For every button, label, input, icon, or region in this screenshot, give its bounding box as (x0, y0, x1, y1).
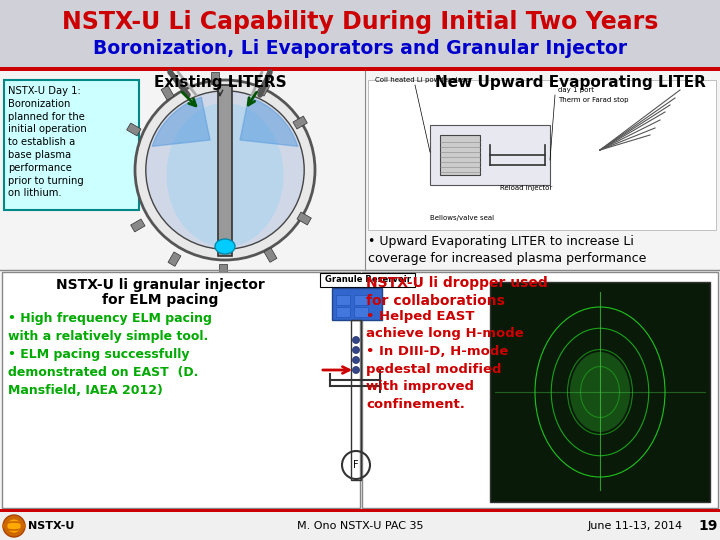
Text: 19: 19 (698, 519, 718, 533)
Bar (430, 125, 550, 185)
Text: NSTX-U Li Capability During Initial Two Years: NSTX-U Li Capability During Initial Two … (62, 10, 658, 34)
Text: Reload injector: Reload injector (500, 185, 552, 191)
Bar (440, 135, 480, 175)
Text: NSTX-U li granular injector: NSTX-U li granular injector (55, 278, 264, 292)
Bar (219, 264, 227, 276)
Bar (293, 116, 307, 129)
Circle shape (7, 519, 21, 533)
Text: M. Ono NSTX-U PAC 35: M. Ono NSTX-U PAC 35 (297, 521, 423, 531)
Text: • Upward Evaporating LITER to increase Li
coverage for increased plasma performa: • Upward Evaporating LITER to increase L… (368, 235, 647, 265)
Text: Boronization, Li Evaporators and Granular Injector: Boronization, Li Evaporators and Granula… (93, 38, 627, 57)
Bar (264, 248, 277, 262)
Bar (368, 80, 716, 230)
Circle shape (353, 356, 359, 363)
Text: Granule Reservoir: Granule Reservoir (325, 275, 411, 285)
Text: day 1 port: day 1 port (558, 87, 594, 93)
Bar (168, 252, 181, 266)
Bar (0, 512, 720, 540)
Circle shape (145, 91, 304, 249)
Text: Existing LITERS: Existing LITERS (153, 76, 287, 91)
Bar (211, 72, 219, 84)
Text: Bellows/valve seal: Bellows/valve seal (430, 215, 494, 221)
Text: Therm or Farad stop: Therm or Farad stop (558, 97, 629, 103)
Bar (2, 272, 360, 508)
Text: for ELM pacing: for ELM pacing (102, 293, 218, 307)
Bar (336, 307, 350, 317)
Bar (0, 67, 720, 71)
Bar (297, 212, 311, 225)
Bar (0, 509, 720, 512)
Bar (490, 282, 710, 502)
Text: NSTX-U: NSTX-U (28, 521, 74, 531)
Text: NSTX-U li dropper used
for collaborations: NSTX-U li dropper used for collaboration… (366, 276, 548, 308)
Polygon shape (152, 97, 210, 146)
Bar (0, 71, 720, 510)
Text: F: F (354, 460, 359, 470)
Bar (336, 295, 350, 305)
Bar (218, 84, 232, 255)
Bar (0, 0, 720, 70)
Ellipse shape (166, 103, 284, 247)
Text: • High frequency ELM pacing
with a relatively simple tool.
• ELM pacing successf: • High frequency ELM pacing with a relat… (8, 312, 212, 397)
Bar (354, 307, 368, 317)
Text: Coil heated Li powder doser: Coil heated Li powder doser (375, 77, 472, 83)
Ellipse shape (215, 239, 235, 254)
Circle shape (353, 367, 359, 374)
Bar (127, 123, 141, 136)
Bar (257, 82, 270, 96)
Bar (130, 219, 145, 232)
Polygon shape (240, 97, 298, 146)
Bar (354, 295, 368, 305)
Circle shape (353, 347, 359, 354)
Text: June 11-13, 2014: June 11-13, 2014 (588, 521, 683, 531)
Circle shape (3, 515, 25, 537)
Bar (320, 273, 415, 287)
Bar (362, 272, 718, 508)
FancyBboxPatch shape (4, 80, 139, 210)
Text: New Upward Evaporating LITER: New Upward Evaporating LITER (435, 76, 706, 91)
Bar (351, 320, 361, 480)
Circle shape (353, 336, 359, 343)
Bar (332, 288, 382, 320)
Text: • Helped EAST
achieve long H-mode
• In DIII-D, H-mode
pedestal modified
with imp: • Helped EAST achieve long H-mode • In D… (366, 310, 523, 410)
Text: NSTX-U Day 1:
Boronization
planned for the
initial operation
to establish a
base: NSTX-U Day 1: Boronization planned for t… (8, 86, 86, 198)
Ellipse shape (570, 352, 630, 432)
Bar (161, 86, 174, 100)
Circle shape (135, 80, 315, 260)
